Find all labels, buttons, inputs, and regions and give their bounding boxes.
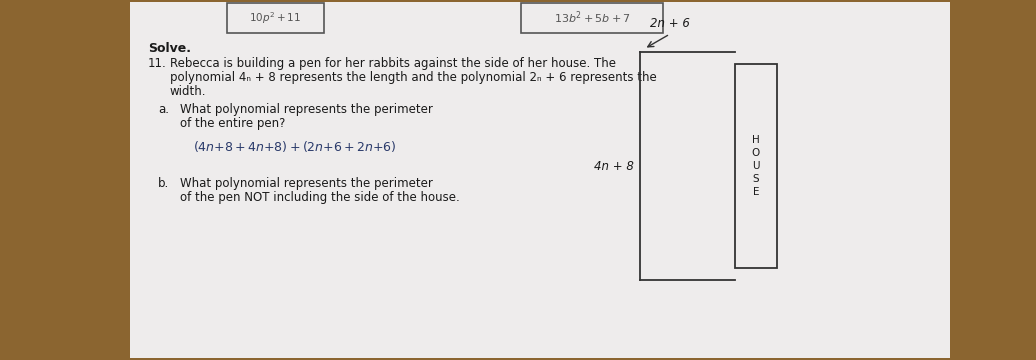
Bar — [130, 2, 950, 358]
FancyBboxPatch shape — [521, 3, 663, 33]
Bar — [735, 64, 777, 268]
Text: 4n + 8: 4n + 8 — [594, 159, 634, 172]
FancyBboxPatch shape — [227, 3, 324, 33]
Text: polynomial 4ₙ + 8 represents the length and the polynomial 2ₙ + 6 represents the: polynomial 4ₙ + 8 represents the length … — [170, 71, 657, 84]
Text: Solve.: Solve. — [148, 42, 191, 55]
Text: $10p^2 + 11$: $10p^2 + 11$ — [250, 10, 301, 26]
Text: 11.: 11. — [148, 57, 167, 70]
Text: of the entire pen?: of the entire pen? — [180, 117, 285, 130]
Text: Rebecca is building a pen for her rabbits against the side of her house. The: Rebecca is building a pen for her rabbit… — [170, 57, 616, 70]
Text: What polynomial represents the perimeter: What polynomial represents the perimeter — [180, 103, 433, 116]
Text: a.: a. — [159, 103, 169, 116]
Text: H
O
U
S
E: H O U S E — [752, 135, 760, 197]
Text: $13b^2 + 5b + 7$: $13b^2 + 5b + 7$ — [553, 10, 631, 26]
Text: 2n + 6: 2n + 6 — [650, 17, 690, 30]
Text: $(4n{+}8 + 4n{+}8) + (2n{+}6 + 2n{+}6)$: $(4n{+}8 + 4n{+}8) + (2n{+}6 + 2n{+}6)$ — [193, 139, 397, 154]
Text: width.: width. — [170, 85, 206, 98]
Text: What polynomial represents the perimeter: What polynomial represents the perimeter — [180, 177, 433, 190]
Text: of the pen NOT including the side of the house.: of the pen NOT including the side of the… — [180, 191, 460, 204]
Text: b.: b. — [159, 177, 169, 190]
